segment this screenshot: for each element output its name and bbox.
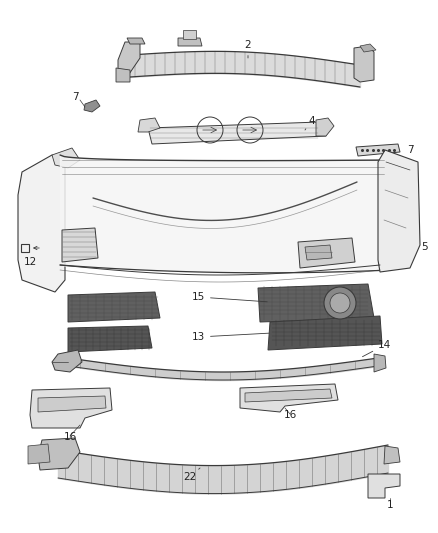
Polygon shape	[62, 228, 98, 262]
Polygon shape	[368, 474, 400, 498]
Polygon shape	[52, 350, 82, 372]
Polygon shape	[374, 354, 386, 372]
Polygon shape	[245, 389, 332, 402]
Polygon shape	[183, 30, 196, 39]
Polygon shape	[354, 46, 374, 82]
Text: 22: 22	[184, 468, 200, 482]
Polygon shape	[138, 118, 160, 132]
Polygon shape	[127, 38, 145, 44]
Polygon shape	[148, 122, 326, 144]
Polygon shape	[356, 144, 400, 156]
Text: 7: 7	[407, 145, 413, 155]
Text: 14: 14	[363, 340, 391, 357]
Polygon shape	[178, 38, 202, 46]
Polygon shape	[360, 44, 376, 52]
Polygon shape	[38, 438, 80, 470]
Polygon shape	[305, 245, 332, 260]
Text: 4: 4	[305, 116, 314, 130]
Text: 7: 7	[72, 92, 78, 102]
Text: 5: 5	[422, 242, 428, 252]
Text: 13: 13	[192, 332, 269, 342]
Text: 16: 16	[64, 432, 77, 442]
Text: 2: 2	[245, 40, 251, 58]
Text: 1: 1	[387, 500, 393, 510]
Text: 15: 15	[192, 292, 267, 302]
Polygon shape	[378, 150, 420, 272]
Polygon shape	[316, 118, 334, 136]
Polygon shape	[84, 100, 100, 112]
Polygon shape	[28, 444, 50, 464]
Polygon shape	[258, 284, 374, 322]
Polygon shape	[30, 388, 112, 428]
Polygon shape	[116, 68, 130, 82]
Circle shape	[324, 287, 356, 319]
Circle shape	[330, 293, 350, 313]
Polygon shape	[52, 148, 80, 168]
Polygon shape	[118, 42, 140, 80]
Polygon shape	[240, 384, 338, 412]
Text: 12: 12	[23, 257, 37, 267]
Polygon shape	[38, 396, 106, 412]
Polygon shape	[298, 238, 355, 268]
Polygon shape	[68, 326, 152, 352]
Polygon shape	[68, 292, 160, 322]
Polygon shape	[384, 446, 400, 464]
Text: 16: 16	[283, 410, 297, 420]
Polygon shape	[18, 155, 65, 292]
Polygon shape	[268, 316, 382, 350]
